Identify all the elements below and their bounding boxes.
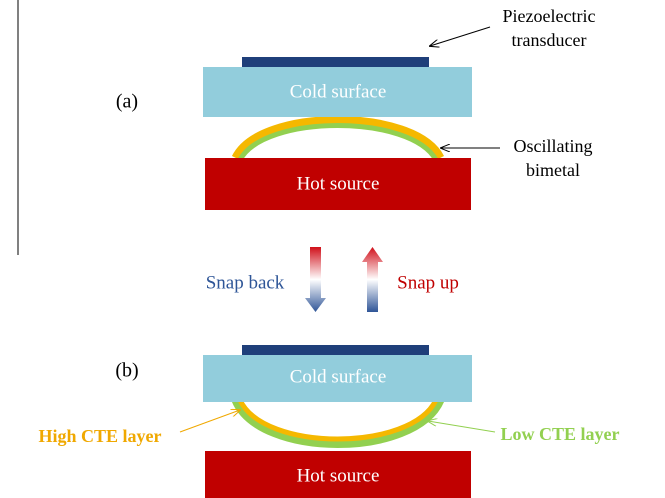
transducer-label: transducer (512, 30, 587, 50)
high-cte-label: High CTE layer (38, 426, 161, 446)
cold-surface-label: Cold surface (290, 366, 387, 387)
bimetal-label: bimetal (526, 160, 580, 180)
up-arrow (362, 247, 383, 312)
pointer (180, 410, 240, 432)
snap-up-label: Snap up (397, 272, 459, 293)
hot-source-label: Hot source (297, 465, 380, 486)
panel-label: (a) (116, 91, 138, 113)
transducer-label: Piezoelectric (503, 6, 596, 26)
page: {"panel_a": {"label": "(a)", "cold_surfa… (0, 0, 665, 498)
transducer (242, 57, 429, 67)
down-arrow (305, 247, 326, 312)
cold-surface-label: Cold surface (290, 81, 387, 102)
panel-label: (b) (115, 360, 138, 382)
pointer (430, 27, 490, 46)
diagram: (a) Cold surface Hot source Piezoelectri… (0, 0, 665, 498)
pointer (428, 421, 495, 432)
snap-back-label: Snap back (206, 272, 285, 293)
bimetal-label: Oscillating (514, 136, 593, 156)
hot-source-label: Hot source (297, 173, 380, 194)
transducer (242, 345, 429, 355)
low-cte-label: Low CTE layer (501, 424, 620, 444)
